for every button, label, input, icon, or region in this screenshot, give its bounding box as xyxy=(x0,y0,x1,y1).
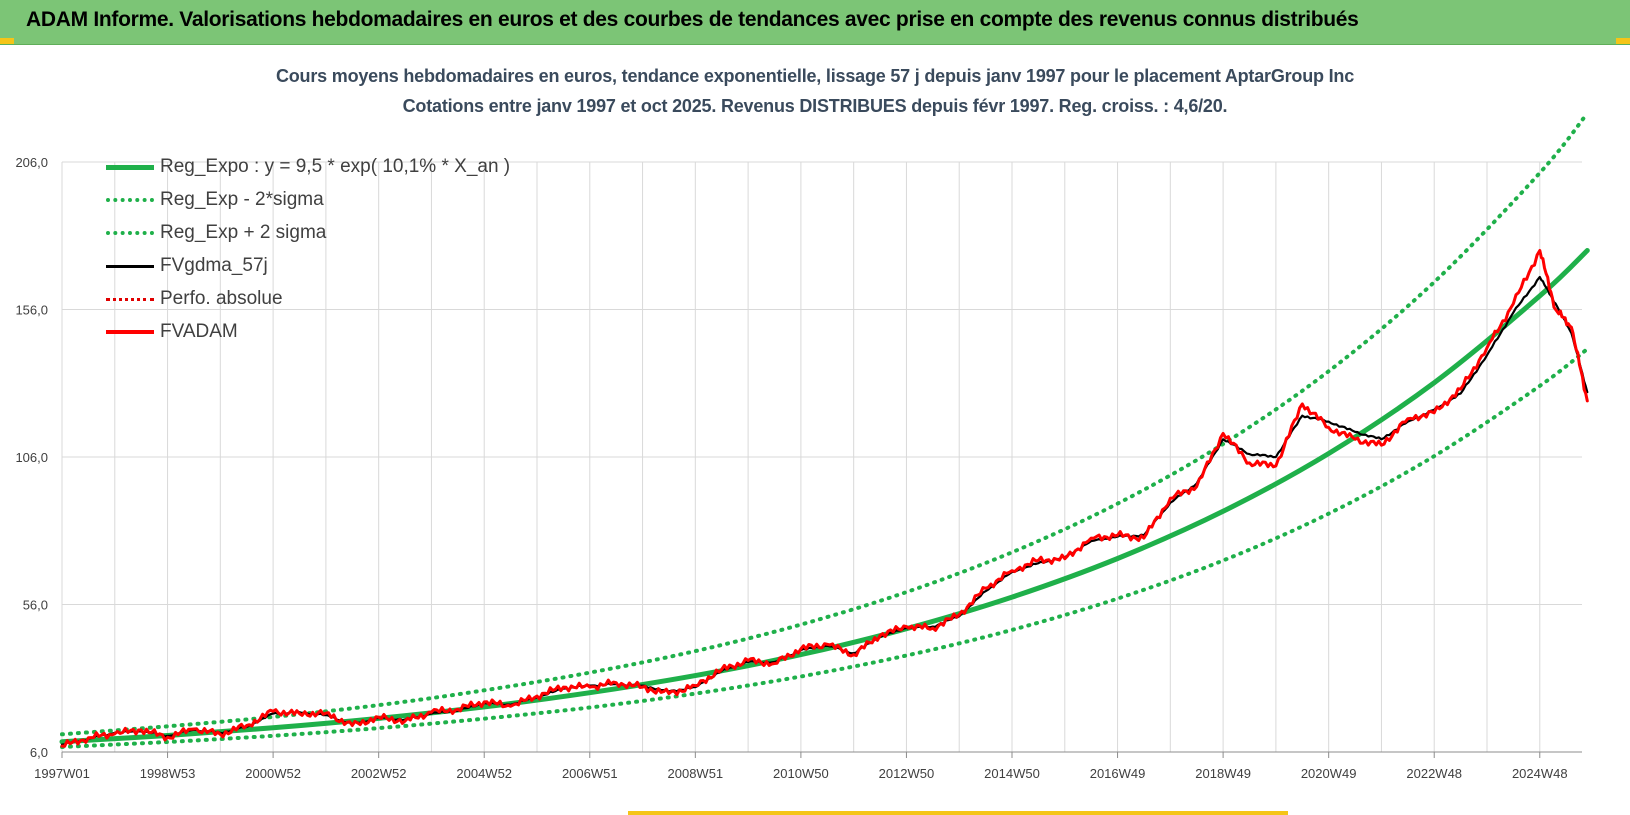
footer-accent xyxy=(628,811,1288,815)
series-line-0 xyxy=(59,248,1590,745)
legend-item: Reg_Exp + 2 sigma xyxy=(106,218,326,248)
x-tick-label: 1997W01 xyxy=(34,766,90,781)
gridlines xyxy=(61,161,1582,753)
legend-label: Reg_Expo : y = 9,5 * exp( 10,1% * X_an ) xyxy=(160,156,511,177)
legend-swatch xyxy=(106,297,154,301)
line-chart: 6,0 56,0 106,0 156,0 206,0 1997W01 1998W53 2000… xyxy=(15,111,1590,781)
legend-label: Reg_Exp + 2 sigma xyxy=(160,222,327,243)
series-line-5 xyxy=(60,249,1589,748)
legend-swatch xyxy=(106,198,154,202)
legend-item: Perfo. absolue xyxy=(106,284,283,314)
legend-label: FVADAM xyxy=(160,321,238,342)
chart-title: Cours moyens hebdomadaires en euros, ten… xyxy=(275,66,1355,86)
series-layer xyxy=(59,111,1590,749)
y-tick-label: 206,0 xyxy=(15,155,48,170)
x-tick-label: 2006W51 xyxy=(562,766,618,781)
x-tick-label: 2020W49 xyxy=(1301,766,1357,781)
series-line-2 xyxy=(60,111,1590,737)
legend-swatch xyxy=(106,164,154,170)
legend-swatch xyxy=(106,231,154,235)
x-tick-label: 2002W52 xyxy=(351,766,407,781)
report-title: ADAM Informe. Valorisations hebdomadaire… xyxy=(26,8,1359,31)
series-line-1 xyxy=(60,347,1590,749)
legend-item: FVgdma_57j xyxy=(106,251,268,281)
y-tick-label: 106,0 xyxy=(15,450,48,465)
x-tick-label: 2010W50 xyxy=(773,766,829,781)
x-tick-label: 2024W48 xyxy=(1512,766,1568,781)
chart-area: Cours moyens hebdomadaires en euros, ten… xyxy=(0,44,1630,815)
x-tick-label: 2014W50 xyxy=(984,766,1040,781)
x-tick-label: 1998W53 xyxy=(140,766,196,781)
legend-item: FVADAM xyxy=(106,317,238,347)
corner-mark-left xyxy=(0,38,14,44)
legend-item: Reg_Expo : y = 9,5 * exp( 10,1% * X_an ) xyxy=(106,152,510,182)
y-tick-label: 56,0 xyxy=(23,598,48,613)
corner-mark-right xyxy=(1616,38,1630,44)
axes: 6,0 56,0 106,0 156,0 206,0 1997W01 1998W53 2000… xyxy=(15,155,1582,781)
legend-label: FVgdma_57j xyxy=(160,255,268,276)
chart-subtitle: Cotations entre janv 1997 et oct 2025. R… xyxy=(402,96,1228,116)
x-tick-label: 2022W48 xyxy=(1406,766,1462,781)
y-tick-label: 6,0 xyxy=(30,745,48,760)
y-tick-label: 156,0 xyxy=(15,303,48,318)
legend-label: Perfo. absolue xyxy=(160,288,283,309)
x-tick-label: 2000W52 xyxy=(245,766,301,781)
legend-swatch xyxy=(106,264,154,268)
report-header: ADAM Informe. Valorisations hebdomadaire… xyxy=(0,0,1630,45)
x-tick-label: 2012W50 xyxy=(879,766,935,781)
x-tick-label: 2004W52 xyxy=(456,766,512,781)
legend-item: Reg_Exp - 2*sigma xyxy=(106,185,324,215)
x-tick-label: 2016W49 xyxy=(1090,766,1146,781)
legend-swatch xyxy=(106,330,154,334)
legend-label: Reg_Exp - 2*sigma xyxy=(160,189,324,210)
x-tick-label: 2008W51 xyxy=(668,766,724,781)
x-tick-label: 2018W49 xyxy=(1195,766,1251,781)
